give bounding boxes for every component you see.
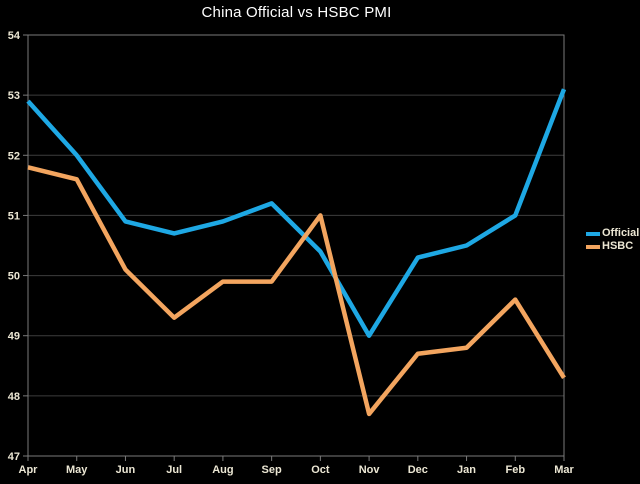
x-axis-tick-label: May bbox=[66, 464, 88, 476]
legend-label-hsbc: HSBC bbox=[602, 240, 634, 252]
chart-title: China Official vs HSBC PMI bbox=[201, 4, 392, 21]
official-line bbox=[26, 88, 567, 338]
y-axis-tick-label: 53 bbox=[8, 90, 20, 102]
y-axis-tick-label: 52 bbox=[8, 150, 20, 162]
legend-item-official: Official bbox=[586, 227, 639, 240]
y-axis-tick-label: 49 bbox=[8, 331, 20, 343]
x-axis-tick-label: Oct bbox=[311, 464, 330, 476]
legend-label-official: Official bbox=[602, 227, 640, 239]
y-axis-tick-label: 54 bbox=[8, 30, 21, 42]
y-axis-tick-label: 51 bbox=[8, 210, 20, 222]
x-axis-tick-label: Dec bbox=[408, 464, 428, 476]
x-axis-tick-label: Jan bbox=[457, 464, 476, 476]
x-axis-tick-label: Jul bbox=[166, 464, 182, 476]
official-series-swatch-icon bbox=[586, 231, 600, 236]
y-axis-tick-label: 50 bbox=[8, 271, 20, 283]
x-axis-tick-label: Nov bbox=[359, 464, 381, 476]
x-axis-tick-label: Feb bbox=[505, 464, 525, 476]
x-axis-tick-label: Jun bbox=[116, 464, 136, 476]
y-axis-tick-label: 47 bbox=[8, 451, 20, 463]
x-axis-tick-label: Sep bbox=[262, 464, 282, 476]
plot-border bbox=[27, 34, 565, 457]
legend: Official HSBC bbox=[586, 227, 639, 253]
x-axis-tick-label: Mar bbox=[554, 464, 574, 476]
x-axis-tick-label: Aug bbox=[212, 464, 233, 476]
x-axis-tick-label: Apr bbox=[19, 464, 39, 476]
hsbc-line bbox=[27, 165, 566, 417]
legend-item-hsbc: HSBC bbox=[586, 240, 639, 253]
hsbc-series-swatch-icon bbox=[586, 244, 600, 249]
y-axis-tick-label: 48 bbox=[8, 391, 20, 403]
